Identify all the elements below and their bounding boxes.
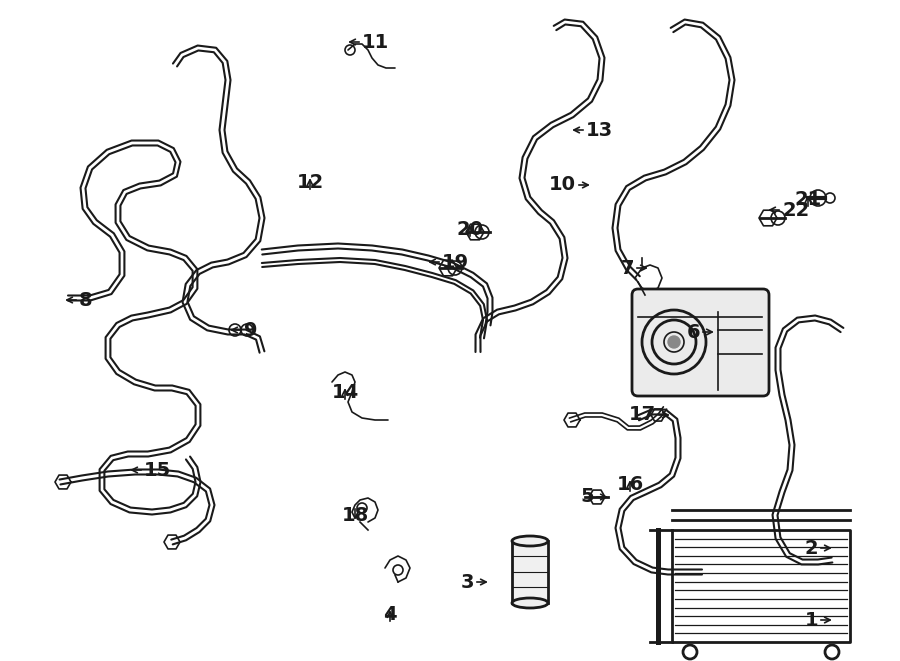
- Text: 17: 17: [629, 405, 656, 424]
- Text: 19: 19: [442, 253, 469, 272]
- Text: 2: 2: [805, 539, 818, 557]
- Text: 13: 13: [586, 120, 613, 139]
- Ellipse shape: [512, 598, 548, 608]
- Circle shape: [668, 336, 680, 348]
- Text: 22: 22: [782, 200, 809, 219]
- Text: 5: 5: [580, 488, 594, 506]
- Text: 8: 8: [79, 290, 93, 309]
- Text: 14: 14: [331, 383, 358, 402]
- Text: 7: 7: [620, 258, 634, 278]
- Text: 1: 1: [805, 611, 818, 629]
- Text: 10: 10: [549, 176, 576, 194]
- Bar: [512, 541, 548, 603]
- Text: 16: 16: [616, 475, 643, 494]
- Text: 12: 12: [296, 173, 324, 192]
- Text: 4: 4: [383, 605, 397, 624]
- Text: 9: 9: [244, 321, 257, 340]
- Text: 15: 15: [144, 461, 171, 479]
- Text: 11: 11: [362, 32, 389, 52]
- Text: 21: 21: [795, 190, 822, 209]
- Ellipse shape: [512, 536, 548, 546]
- Text: 3: 3: [461, 572, 474, 592]
- Text: 20: 20: [456, 220, 483, 239]
- Text: 18: 18: [341, 506, 369, 525]
- FancyBboxPatch shape: [632, 289, 769, 396]
- Text: 6: 6: [687, 323, 700, 342]
